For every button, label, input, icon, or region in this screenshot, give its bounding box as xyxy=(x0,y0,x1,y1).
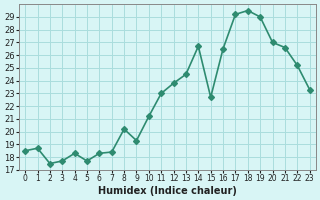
X-axis label: Humidex (Indice chaleur): Humidex (Indice chaleur) xyxy=(98,186,237,196)
